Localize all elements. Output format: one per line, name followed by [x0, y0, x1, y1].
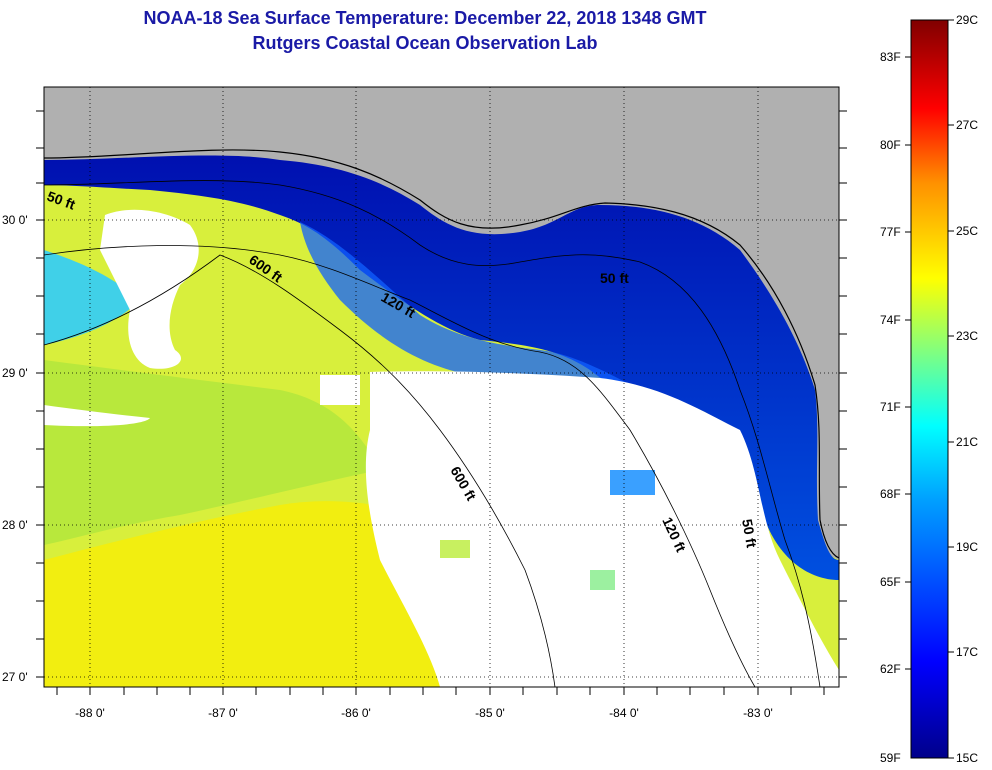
contour-label: 50 ft — [600, 270, 629, 286]
colorbar-f-label: 71F — [880, 400, 901, 414]
contour-label: 50 ft — [739, 518, 760, 549]
cloud-cover-north — [100, 209, 199, 369]
sst-patch — [610, 470, 655, 495]
map-title: NOAA-18 Sea Surface Temperature: Decembe… — [143, 8, 707, 28]
lat-label: 29 0' — [2, 366, 28, 380]
coastline — [44, 149, 839, 559]
latitude-axis-labels: 30 0' 29 0' 28 0' 27 0' — [2, 213, 28, 684]
sst-patch — [590, 570, 615, 590]
yellow-water-region — [44, 501, 470, 687]
contour-line-120ft — [44, 245, 756, 687]
colorbar-f-label: 59F — [880, 751, 901, 765]
lon-label: -85 0' — [475, 706, 505, 720]
axis-ticks — [36, 110, 847, 695]
colorbar-f-label: 68F — [880, 487, 901, 501]
map-border — [43, 86, 840, 688]
colorbar-f-label: 74F — [880, 313, 901, 327]
colorbar-c-label: 15C — [956, 751, 978, 765]
colorbar-f-label: 77F — [880, 225, 901, 239]
map-subtitle: Rutgers Coastal Ocean Observation Lab — [252, 33, 598, 53]
colorbar-c-label: 25C — [956, 224, 978, 238]
lon-label: -88 0' — [75, 706, 105, 720]
colorbar-c-label: 21C — [956, 435, 978, 449]
cloud-cover-main — [365, 371, 839, 687]
colorbar-c-label: 19C — [956, 540, 978, 554]
contour-line-50ft — [44, 180, 821, 687]
colorbar-c-label: 29C — [956, 13, 978, 27]
longitude-axis-labels: -88 0' -87 0' -86 0' -85 0' -84 0' -83 0… — [75, 706, 773, 720]
lat-label: 27 0' — [2, 670, 28, 684]
colorbar-f-label: 80F — [880, 138, 901, 152]
colorbar-f-label: 62F — [880, 662, 901, 676]
cloud-patch — [320, 375, 360, 405]
lon-label: -84 0' — [609, 706, 639, 720]
colorbar-c-label: 27C — [956, 118, 978, 132]
green-water-region — [44, 360, 380, 545]
colorbar-f-label: 65F — [880, 575, 901, 589]
contour-line-600ft — [44, 254, 556, 687]
lon-label: -83 0' — [743, 706, 773, 720]
cyan-water-region — [44, 250, 140, 345]
grid-lines — [44, 87, 839, 687]
colorbar-c-label: 23C — [956, 329, 978, 343]
lon-label: -87 0' — [208, 706, 238, 720]
cloud-cover-patch — [44, 405, 150, 427]
lat-label: 28 0' — [2, 518, 28, 532]
sst-patch — [440, 540, 470, 558]
colorbar-gradient — [910, 19, 949, 759]
colorbar-c-label: 17C — [956, 645, 978, 659]
colorbar-f-label: 83F — [880, 50, 901, 64]
map-panel[interactable]: 50 ft 600 ft 120 ft 50 ft 600 ft 120 ft … — [44, 87, 839, 687]
lon-label: -86 0' — [341, 706, 371, 720]
colorbar: 83F 80F 77F 74F 71F 68F 65F 62F 59F 29C … — [880, 13, 978, 765]
lat-label: 30 0' — [2, 213, 28, 227]
